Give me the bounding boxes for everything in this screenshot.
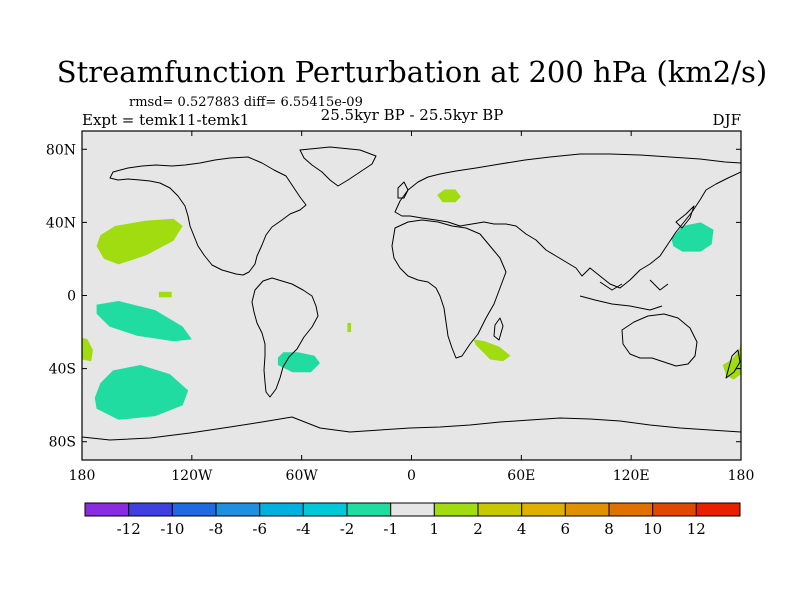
coastlines (82, 146, 741, 441)
colorbar-box (477, 502, 523, 517)
colorbar-label: 1 (430, 520, 440, 538)
coast-greenland (299, 146, 377, 187)
chart-title: Streamfunction Perturbation at 200 hPa (… (57, 55, 767, 89)
colorbar-box (302, 502, 348, 517)
colorbar-label: 2 (473, 520, 483, 538)
colorbar-box (433, 502, 479, 517)
colorbar: -12 -10 -8 -6 -4 -2 -1 1 2 4 6 8 10 12 (84, 502, 741, 538)
coast-australia (621, 313, 698, 367)
colorbar-box (346, 502, 392, 517)
map-panel: 180 120W 60W 0 60E 120E 180 80N 40N 0 40S 80S (46, 130, 755, 484)
region-tropical-south-pacific-negative (96, 301, 192, 342)
contour-regions (82, 189, 741, 420)
y-tick-label: 40S (49, 362, 76, 378)
colorbar-box (695, 502, 741, 517)
colorbar-label: -10 (160, 520, 184, 538)
x-tick-label: 0 (407, 468, 416, 484)
colorbar-box (128, 502, 173, 517)
colorbar-label: -8 (209, 520, 224, 538)
region-dateline-south-positive (82, 337, 93, 362)
colorbar-box (259, 502, 304, 517)
colorbar-box (652, 502, 697, 517)
map-background (82, 131, 741, 460)
x-tick-label: 120W (171, 468, 213, 484)
colorbar-label: -1 (383, 520, 398, 538)
coast-new-zealand (725, 349, 741, 379)
y-tick-label: 80N (46, 142, 76, 158)
colorbar-label: -4 (296, 520, 311, 538)
colorbar-label: 6 (561, 520, 571, 538)
region-north-pacific-positive (96, 218, 183, 265)
colorbar-box (521, 502, 566, 517)
colorbar-label: 12 (687, 520, 706, 538)
colorbar-box (215, 502, 261, 517)
region-northern-europe-positive (437, 189, 461, 203)
region-southwest-pacific-positive (722, 341, 741, 380)
colorbar-label: -2 (340, 520, 355, 538)
colorbar-box (171, 502, 217, 517)
region-south-atlantic-positive (347, 322, 352, 333)
coast-south-america (251, 277, 319, 398)
coast-southeast-asia (579, 279, 669, 311)
y-tick-label: 80S (49, 435, 76, 451)
colorbar-label: 4 (517, 520, 527, 538)
region-northwest-pacific-negative (671, 222, 714, 252)
x-tick-label: 60W (286, 468, 319, 484)
x-tick-label: 120E (613, 468, 650, 484)
coast-british-isles (397, 181, 409, 199)
region-southern-africa-positive (473, 339, 511, 362)
stats-line: rmsd= 0.527883 diff= 6.55415e-09 (129, 95, 363, 110)
coast-africa (391, 219, 507, 359)
x-tick-label: 180 (69, 468, 96, 484)
region-equatorial-pacific-positive (158, 291, 172, 298)
colorbar-box (84, 502, 130, 517)
y-tick-label: 0 (67, 289, 76, 305)
period-label: 25.5kyr BP - 25.5kyr BP (321, 106, 504, 124)
colorbar-label: 8 (604, 520, 614, 538)
x-tick-label: 60E (507, 468, 535, 484)
colorbar-label: 10 (643, 520, 662, 538)
coast-north-america (109, 156, 307, 276)
coast-japan (675, 205, 695, 229)
season-label: DJF (713, 111, 741, 129)
x-axis: 180 120W 60W 0 60E 120E 180 (69, 131, 755, 484)
colorbar-label: -6 (252, 520, 267, 538)
coast-eurasia (394, 153, 741, 289)
colorbar-label: -12 (117, 520, 141, 538)
coast-antarctica (82, 416, 741, 441)
experiment-label: Expt = temk11-temk1 (82, 111, 249, 129)
x-tick-label: 180 (728, 468, 755, 484)
y-axis: 80N 40N 0 40S 80S (46, 142, 741, 451)
y-tick-label: 40N (46, 215, 76, 231)
region-south-pacific-negative (94, 365, 189, 420)
colorbar-box (564, 502, 610, 517)
colorbar-box (608, 502, 654, 517)
colorbar-box (390, 502, 435, 517)
coast-madagascar (493, 317, 504, 341)
